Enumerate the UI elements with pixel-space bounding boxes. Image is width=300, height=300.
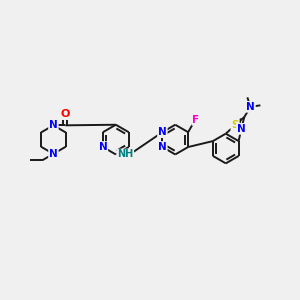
Text: F: F (192, 115, 200, 125)
Text: NH: NH (117, 149, 133, 160)
Text: N: N (237, 124, 246, 134)
Text: N: N (49, 120, 58, 130)
Text: N: N (158, 142, 167, 152)
Text: N: N (158, 127, 167, 137)
Text: N: N (99, 142, 107, 152)
Text: N: N (49, 149, 58, 159)
Text: N: N (246, 102, 255, 112)
Text: O: O (61, 109, 70, 119)
Text: S: S (231, 120, 239, 130)
